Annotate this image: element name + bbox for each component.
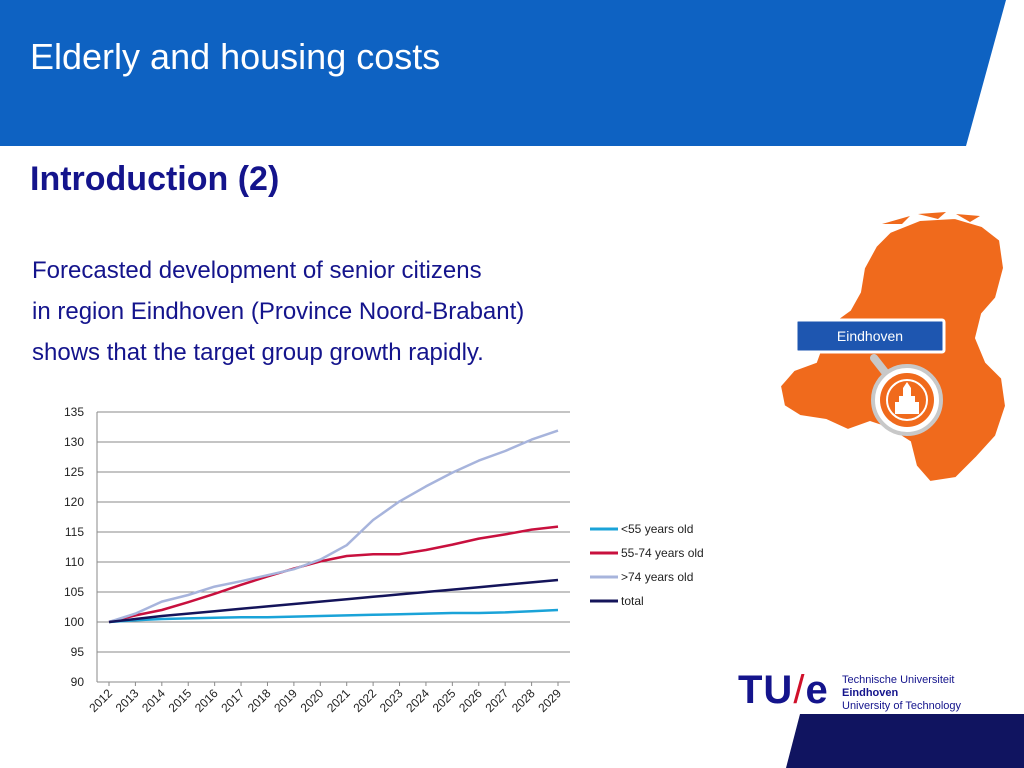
map-island — [882, 216, 910, 224]
logo-mark-right: e — [805, 668, 829, 712]
logo-mark: TU/e — [738, 668, 829, 713]
x-tick-label: 2023 — [377, 686, 406, 715]
section-heading: Introduction (2) — [30, 160, 280, 198]
body-line: shows that the target group growth rapid… — [32, 339, 484, 366]
x-tick-label: 2013 — [113, 686, 142, 715]
y-tick-label: 95 — [71, 645, 85, 659]
netherlands-map: Eindhoven — [778, 212, 1008, 484]
location-label: Eindhoven — [837, 328, 903, 344]
x-tick-label: 2025 — [430, 686, 459, 715]
logo-text: Technische Universiteit Eindhoven Univer… — [842, 674, 961, 713]
legend-label: >74 years old — [621, 570, 693, 584]
legend-label: 55-74 years old — [621, 546, 704, 560]
series-line — [108, 608, 559, 624]
x-tick-label: 2024 — [403, 686, 432, 715]
logo-line: University of Technology — [842, 700, 962, 712]
x-tick-label: 2021 — [324, 686, 353, 715]
x-tick-label: 2019 — [271, 686, 300, 715]
series-line — [108, 578, 559, 624]
x-tick-label: 2012 — [86, 686, 115, 715]
line-chart: 90 95 100 105 110 115 120 125 130 135 201220132014… — [64, 405, 704, 715]
magnifier-inner-ring — [886, 379, 928, 421]
y-tick-label: 135 — [64, 405, 84, 419]
y-tick-label: 100 — [64, 615, 84, 629]
logo-line: Technische Universiteit — [842, 674, 955, 686]
body-line: Forecasted development of senior citizen… — [32, 257, 482, 284]
x-tick-label: 2029 — [535, 686, 564, 715]
y-tick-label: 120 — [64, 495, 84, 509]
x-tick-label: 2014 — [139, 686, 168, 715]
location-label-box — [794, 318, 946, 354]
footer-band-shape — [786, 714, 1024, 768]
y-tick-label: 90 — [71, 675, 85, 689]
map-island — [956, 214, 980, 222]
x-tick-label: 2028 — [509, 686, 538, 715]
body-line: in region Eindhoven (Province Noord-Brab… — [32, 298, 525, 325]
y-tick-label: 130 — [64, 435, 84, 449]
body-text: Forecasted development of senior citizen… — [32, 250, 524, 373]
y-tick-label: 105 — [64, 585, 84, 599]
footer-band — [786, 714, 1024, 768]
header-band — [0, 0, 1006, 146]
header-band-shape — [0, 0, 1006, 146]
x-tick-label: 2018 — [245, 686, 274, 715]
x-tick-label: 2020 — [298, 686, 327, 715]
legend-label: total — [621, 594, 644, 608]
logo-mark-slash: / — [793, 668, 806, 712]
x-tick-label: 2017 — [218, 686, 247, 715]
x-tick-label: 2026 — [456, 686, 485, 715]
x-tick-label: 2027 — [483, 686, 512, 715]
logo-line: Eindhoven — [842, 687, 899, 699]
x-tick-label: 2015 — [166, 686, 195, 715]
x-tick-label: 2016 — [192, 686, 221, 715]
y-tick-label: 110 — [65, 555, 84, 569]
city-skyline-icon — [895, 382, 919, 414]
slide-title: Elderly and housing costs — [30, 36, 441, 77]
series-line — [108, 525, 559, 624]
university-logo: TU/e Technische Universiteit Eindhoven U… — [738, 664, 988, 720]
logo-mark-left: TU — [738, 668, 794, 712]
legend-label: <55 years old — [621, 522, 693, 536]
y-tick-label: 115 — [65, 525, 84, 539]
x-tick-label: 2022 — [350, 686, 379, 715]
y-tick-label: 125 — [64, 465, 84, 479]
map-island — [918, 212, 946, 219]
series-line — [108, 429, 559, 624]
